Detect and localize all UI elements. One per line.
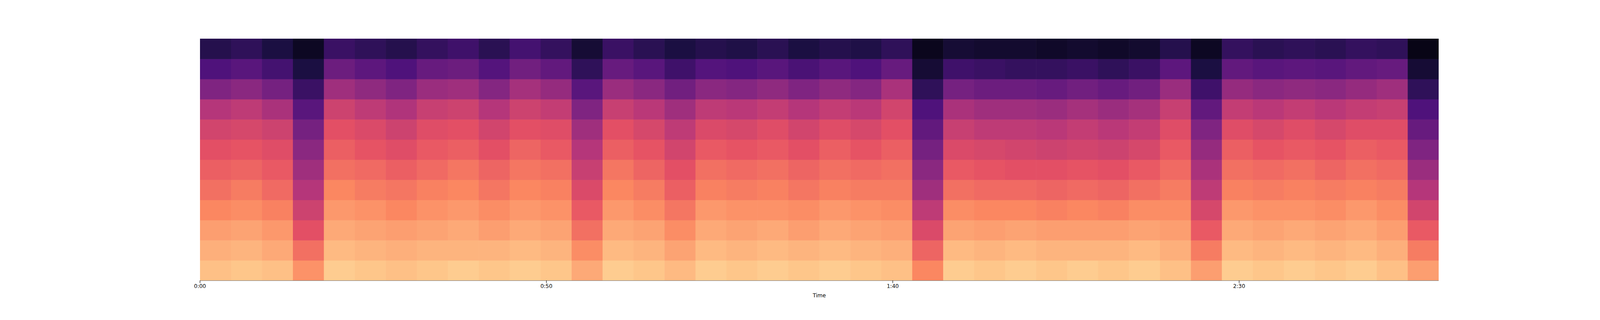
svg-text:2:30: 2:30 bbox=[1233, 283, 1246, 290]
svg-text:Time: Time bbox=[812, 292, 826, 299]
svg-text:0:50: 0:50 bbox=[540, 283, 553, 290]
svg-text:1:40: 1:40 bbox=[886, 283, 899, 290]
svg-text:0:00: 0:00 bbox=[194, 283, 207, 290]
